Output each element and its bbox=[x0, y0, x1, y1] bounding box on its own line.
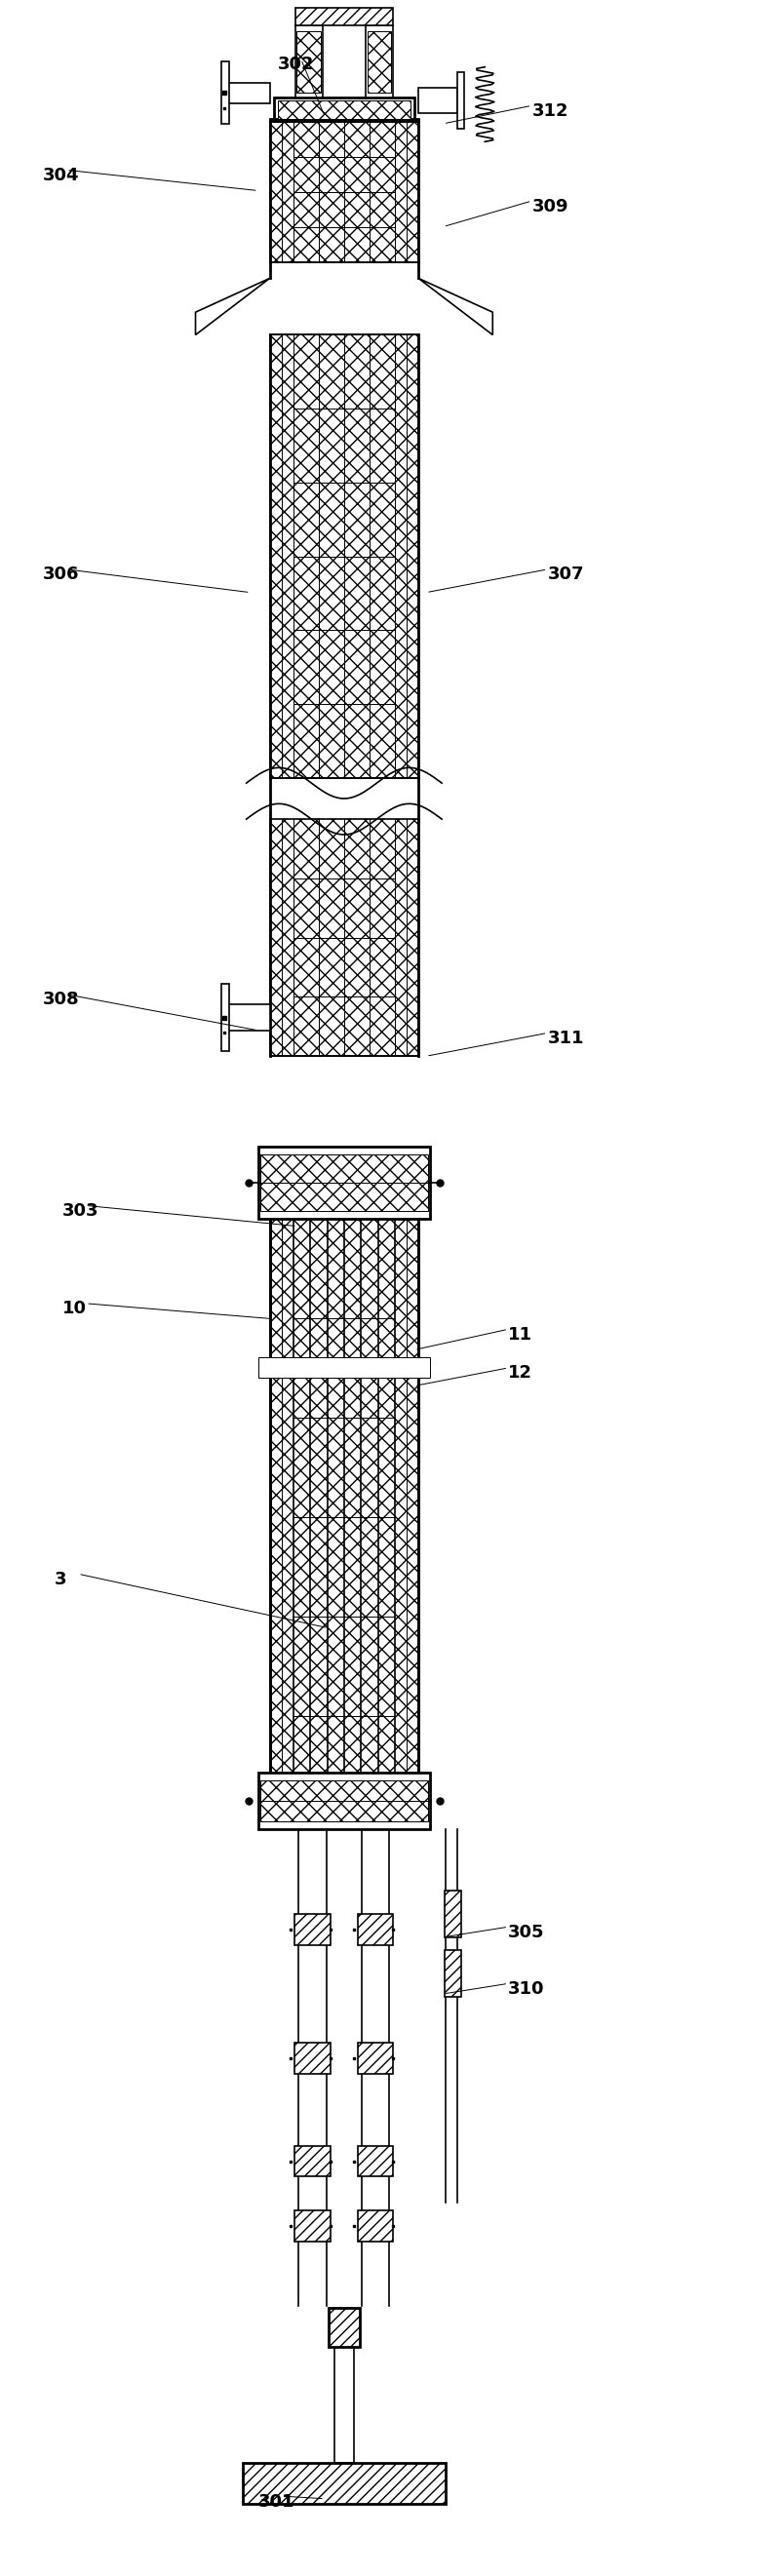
Bar bbox=[357, 2043, 393, 2074]
Text: 305: 305 bbox=[508, 1924, 545, 1942]
Text: 311: 311 bbox=[547, 1030, 584, 1048]
Bar bbox=[444, 1950, 461, 1996]
Text: 12: 12 bbox=[508, 1365, 533, 1383]
Bar bbox=[357, 2146, 393, 2177]
Bar bbox=[227, 82, 270, 103]
Bar bbox=[270, 819, 418, 1056]
Bar bbox=[260, 1154, 428, 1211]
Bar bbox=[328, 2308, 360, 2347]
Bar bbox=[227, 1005, 270, 1030]
Text: 310: 310 bbox=[508, 1981, 545, 1999]
Text: 11: 11 bbox=[508, 1327, 533, 1345]
Bar bbox=[296, 31, 321, 93]
Text: 301: 301 bbox=[258, 2494, 295, 2512]
Bar bbox=[260, 1780, 428, 1821]
Bar bbox=[270, 118, 418, 121]
Bar bbox=[258, 1358, 430, 1378]
Bar bbox=[444, 1891, 461, 1937]
Bar bbox=[365, 26, 393, 98]
Bar bbox=[258, 1146, 430, 1218]
Bar bbox=[221, 984, 229, 1051]
Bar bbox=[357, 1914, 393, 1945]
Text: 302: 302 bbox=[278, 57, 314, 75]
Bar bbox=[296, 8, 393, 26]
Text: 304: 304 bbox=[43, 167, 80, 185]
Bar bbox=[242, 2463, 446, 2504]
Text: 309: 309 bbox=[532, 198, 569, 216]
Bar bbox=[357, 2210, 393, 2241]
Text: 308: 308 bbox=[43, 992, 80, 1010]
Bar bbox=[295, 2210, 331, 2241]
Bar bbox=[295, 2146, 331, 2177]
Text: 306: 306 bbox=[43, 567, 80, 585]
Bar bbox=[270, 121, 418, 263]
Polygon shape bbox=[196, 278, 270, 335]
Bar bbox=[278, 100, 411, 118]
Bar bbox=[295, 1914, 331, 1945]
Bar bbox=[221, 62, 229, 124]
Bar bbox=[270, 1218, 418, 1816]
Bar bbox=[368, 31, 392, 93]
Polygon shape bbox=[418, 278, 493, 335]
Text: 3: 3 bbox=[55, 1571, 67, 1589]
Bar bbox=[295, 2043, 331, 2074]
Text: 10: 10 bbox=[63, 1301, 87, 1319]
Bar bbox=[418, 88, 457, 113]
Bar bbox=[296, 26, 322, 98]
Bar bbox=[335, 2308, 353, 2463]
Bar bbox=[270, 335, 418, 778]
Text: 312: 312 bbox=[532, 103, 569, 121]
Bar bbox=[274, 98, 414, 121]
Text: 303: 303 bbox=[63, 1203, 99, 1221]
Bar bbox=[258, 1772, 430, 1829]
Bar bbox=[457, 72, 464, 129]
Text: 307: 307 bbox=[547, 567, 584, 585]
